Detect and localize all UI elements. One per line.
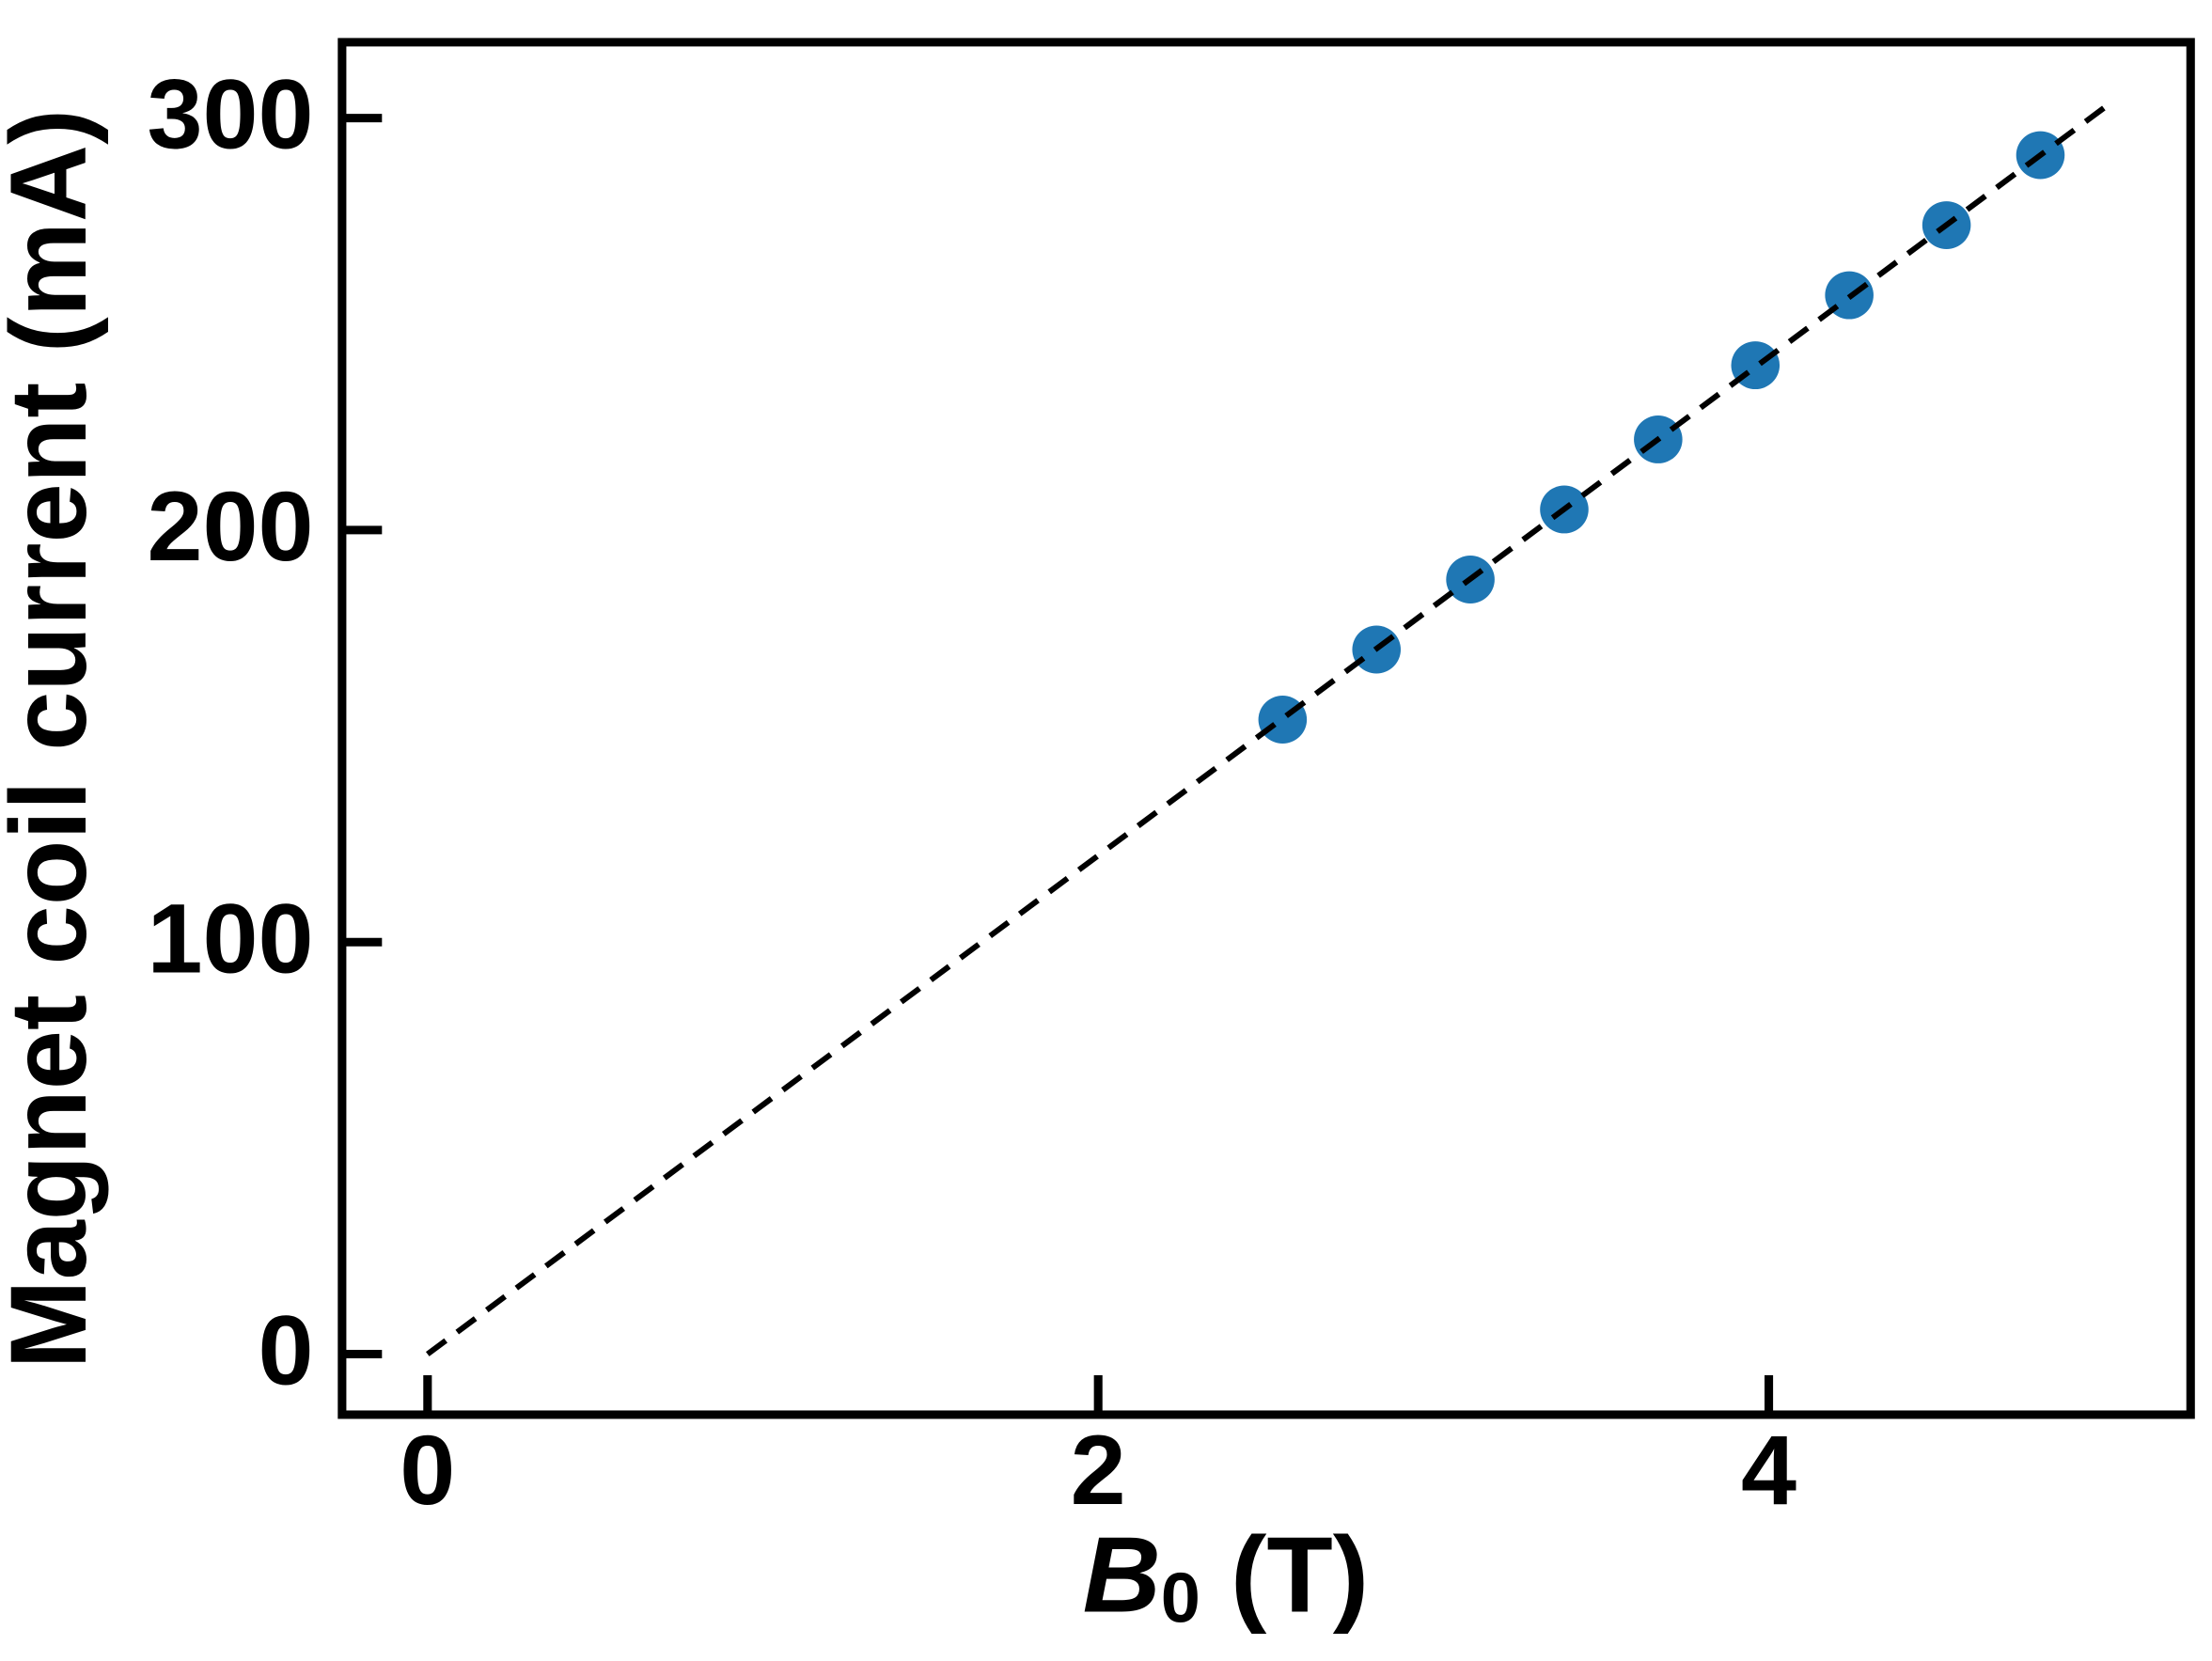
x-label-symbol: B — [1083, 1515, 1161, 1635]
plot-frame — [337, 38, 2195, 1419]
y-tick-label: 0 — [259, 1296, 314, 1405]
y-tick-label: 100 — [147, 885, 313, 994]
x-tick-label: 0 — [400, 1417, 455, 1526]
y-tick-label: 300 — [147, 60, 313, 169]
x-label-unit: (T) — [1200, 1515, 1369, 1635]
x-label-subscript: 0 — [1161, 1559, 1200, 1637]
x-tick-label: 4 — [1741, 1417, 1796, 1526]
y-axis-label: Magnet coil current (mA) — [0, 109, 109, 1369]
x-tick-label: 2 — [1071, 1417, 1126, 1526]
y-tick-label: 200 — [147, 473, 313, 582]
fit-line — [425, 100, 2113, 1356]
x-axis-label: B0 (T) — [1083, 1515, 1369, 1637]
